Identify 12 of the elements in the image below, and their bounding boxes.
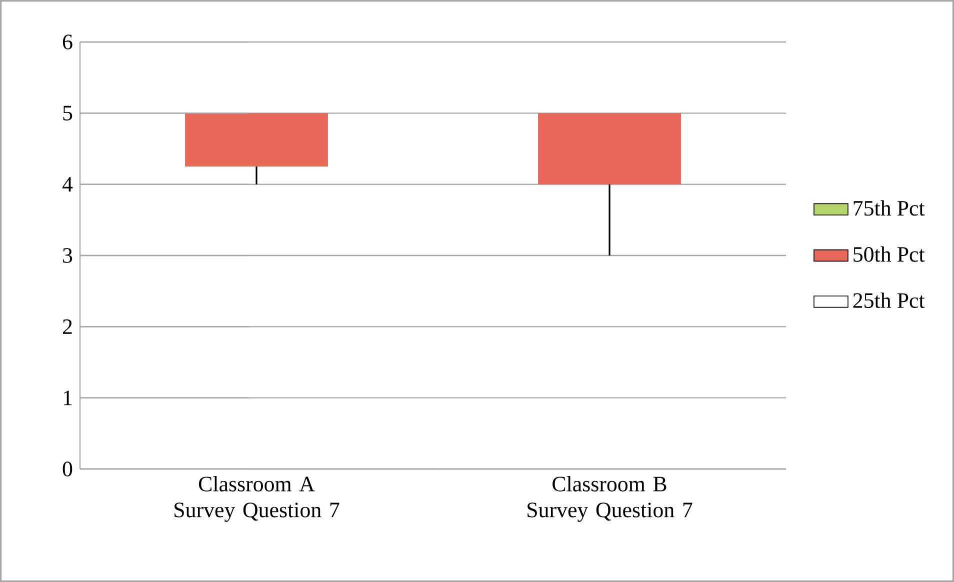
y-tick-label: 6 (62, 34, 72, 50)
legend-label: 75th Pct (854, 200, 925, 216)
y-tick-label: 2 (62, 319, 72, 334)
y-tick-label: 0 (62, 462, 72, 476)
legend-label: 25th Pct (853, 292, 925, 308)
y-tick-label: 3 (63, 248, 72, 263)
x-tick-label: Classroom B Survey Question 7 (528, 476, 692, 522)
y-tick-label: 1 (64, 390, 72, 406)
y-tick-label: 5 (63, 106, 72, 120)
x-tick-label: Classroom A Survey Question 7 (174, 476, 340, 522)
legend-label: 50th Pct (854, 246, 925, 262)
y-tick-label: 4 (62, 177, 73, 192)
